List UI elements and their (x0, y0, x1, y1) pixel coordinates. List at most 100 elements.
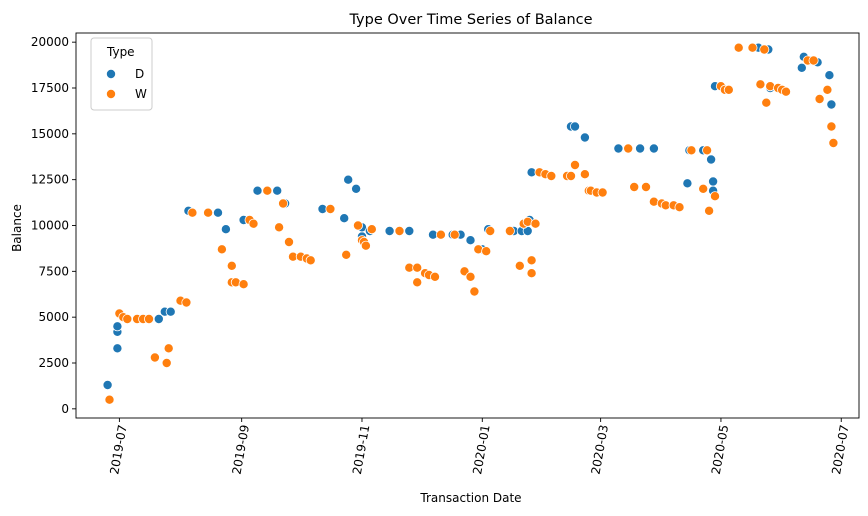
point-W-77 (686, 145, 697, 156)
x-tick-label: 2020-01 (470, 424, 492, 476)
point-W-30 (341, 249, 352, 260)
point-W-47 (469, 286, 480, 297)
point-W-34 (360, 240, 371, 251)
point-D-37 (579, 132, 590, 143)
point-W-13 (203, 207, 214, 218)
point-D-51 (796, 62, 807, 73)
x-tick-label: 2020-03 (589, 424, 611, 476)
point-D-41 (682, 178, 693, 189)
point-D-4 (153, 313, 164, 324)
y-tick-label: 10000 (31, 219, 69, 233)
point-W-29 (325, 203, 336, 214)
point-D-36 (570, 121, 581, 132)
point-W-76 (674, 202, 685, 213)
point-W-93 (781, 86, 792, 97)
point-D-8 (212, 207, 223, 218)
point-W-35 (366, 224, 377, 235)
point-W-98 (826, 121, 837, 132)
point-W-95 (808, 55, 819, 66)
x-axis: 2019-07 2019-09 2019-11 2020-01 2020-03 2020-… (107, 418, 852, 476)
point-W-43 (435, 229, 446, 240)
point-D-6 (165, 306, 176, 317)
legend-marker-D (106, 69, 117, 80)
y-tick-label: 20000 (31, 35, 69, 49)
point-D-38 (613, 143, 624, 154)
y-tick-label: 5000 (38, 310, 69, 324)
point-W-96 (814, 94, 825, 105)
point-W-46 (465, 271, 476, 282)
legend-label-W: W (135, 87, 147, 101)
point-W-20 (248, 218, 259, 229)
point-W-36 (394, 225, 405, 236)
point-W-64 (579, 169, 590, 180)
y-axis: 0 2500 5000 7500 10000 12500 15000 17500 20000 (31, 35, 76, 416)
point-W-55 (526, 255, 537, 266)
legend-label-D: D (135, 67, 144, 81)
point-W-71 (641, 181, 652, 192)
point-W-21 (262, 185, 273, 196)
point-W-85 (733, 42, 744, 53)
point-W-49 (481, 246, 492, 257)
y-tick-label: 2500 (38, 356, 69, 370)
point-W-51 (504, 225, 515, 236)
point-W-11 (181, 297, 192, 308)
legend-title: Type (106, 45, 135, 59)
x-tick-label: 2020-07 (829, 424, 851, 476)
x-axis-label: Transaction Date (419, 491, 521, 505)
point-W-8 (163, 343, 174, 354)
chart-title: Type Over Time Series of Balance (348, 12, 592, 28)
point-W-79 (702, 145, 713, 156)
legend-marker-W (106, 89, 117, 100)
point-D-16 (343, 174, 354, 185)
point-D-11 (252, 185, 263, 196)
point-D-0 (102, 379, 113, 390)
point-W-31 (352, 220, 363, 231)
point-W-80 (704, 205, 715, 216)
y-tick-label: 12500 (31, 173, 69, 187)
point-D-56 (826, 99, 837, 110)
point-W-9 (161, 357, 172, 368)
x-tick-label: 2019-09 (230, 424, 252, 476)
point-W-6 (143, 313, 154, 324)
point-D-44 (706, 154, 717, 165)
point-D-40 (648, 143, 659, 154)
point-W-38 (412, 262, 423, 273)
y-tick-label: 15000 (31, 127, 69, 141)
point-W-56 (526, 268, 537, 279)
point-W-28 (305, 255, 316, 266)
point-W-0 (104, 394, 115, 405)
legend-box (90, 37, 153, 111)
point-W-39 (412, 277, 423, 288)
point-D-12 (272, 185, 283, 196)
y-tick-label: 7500 (38, 264, 69, 278)
plot-area (75, 32, 860, 419)
point-W-50 (485, 225, 496, 236)
point-D-39 (635, 143, 646, 154)
point-W-24 (283, 236, 294, 247)
point-D-3 (112, 321, 123, 332)
point-W-18 (238, 279, 249, 290)
point-W-15 (226, 260, 237, 271)
point-D-21 (384, 225, 395, 236)
point-D-27 (465, 235, 476, 246)
point-W-87 (755, 79, 766, 90)
point-W-62 (566, 170, 577, 181)
y-axis-label: Balance (10, 204, 24, 252)
y-tick-label: 17500 (31, 81, 69, 95)
point-W-12 (187, 207, 198, 218)
point-W-89 (761, 97, 772, 108)
point-W-78 (698, 183, 709, 194)
point-D-9 (220, 224, 231, 235)
point-W-63 (570, 159, 581, 170)
point-W-84 (723, 84, 734, 95)
point-W-68 (597, 187, 608, 198)
point-W-57 (530, 218, 541, 229)
x-tick-label: 2019-11 (350, 424, 372, 476)
point-D-17 (351, 183, 362, 194)
point-W-7 (149, 352, 160, 363)
point-W-99 (828, 137, 839, 148)
point-D-15 (339, 213, 350, 224)
legend-entries: DW (106, 67, 147, 101)
x-tick-label: 2020-05 (709, 424, 731, 476)
